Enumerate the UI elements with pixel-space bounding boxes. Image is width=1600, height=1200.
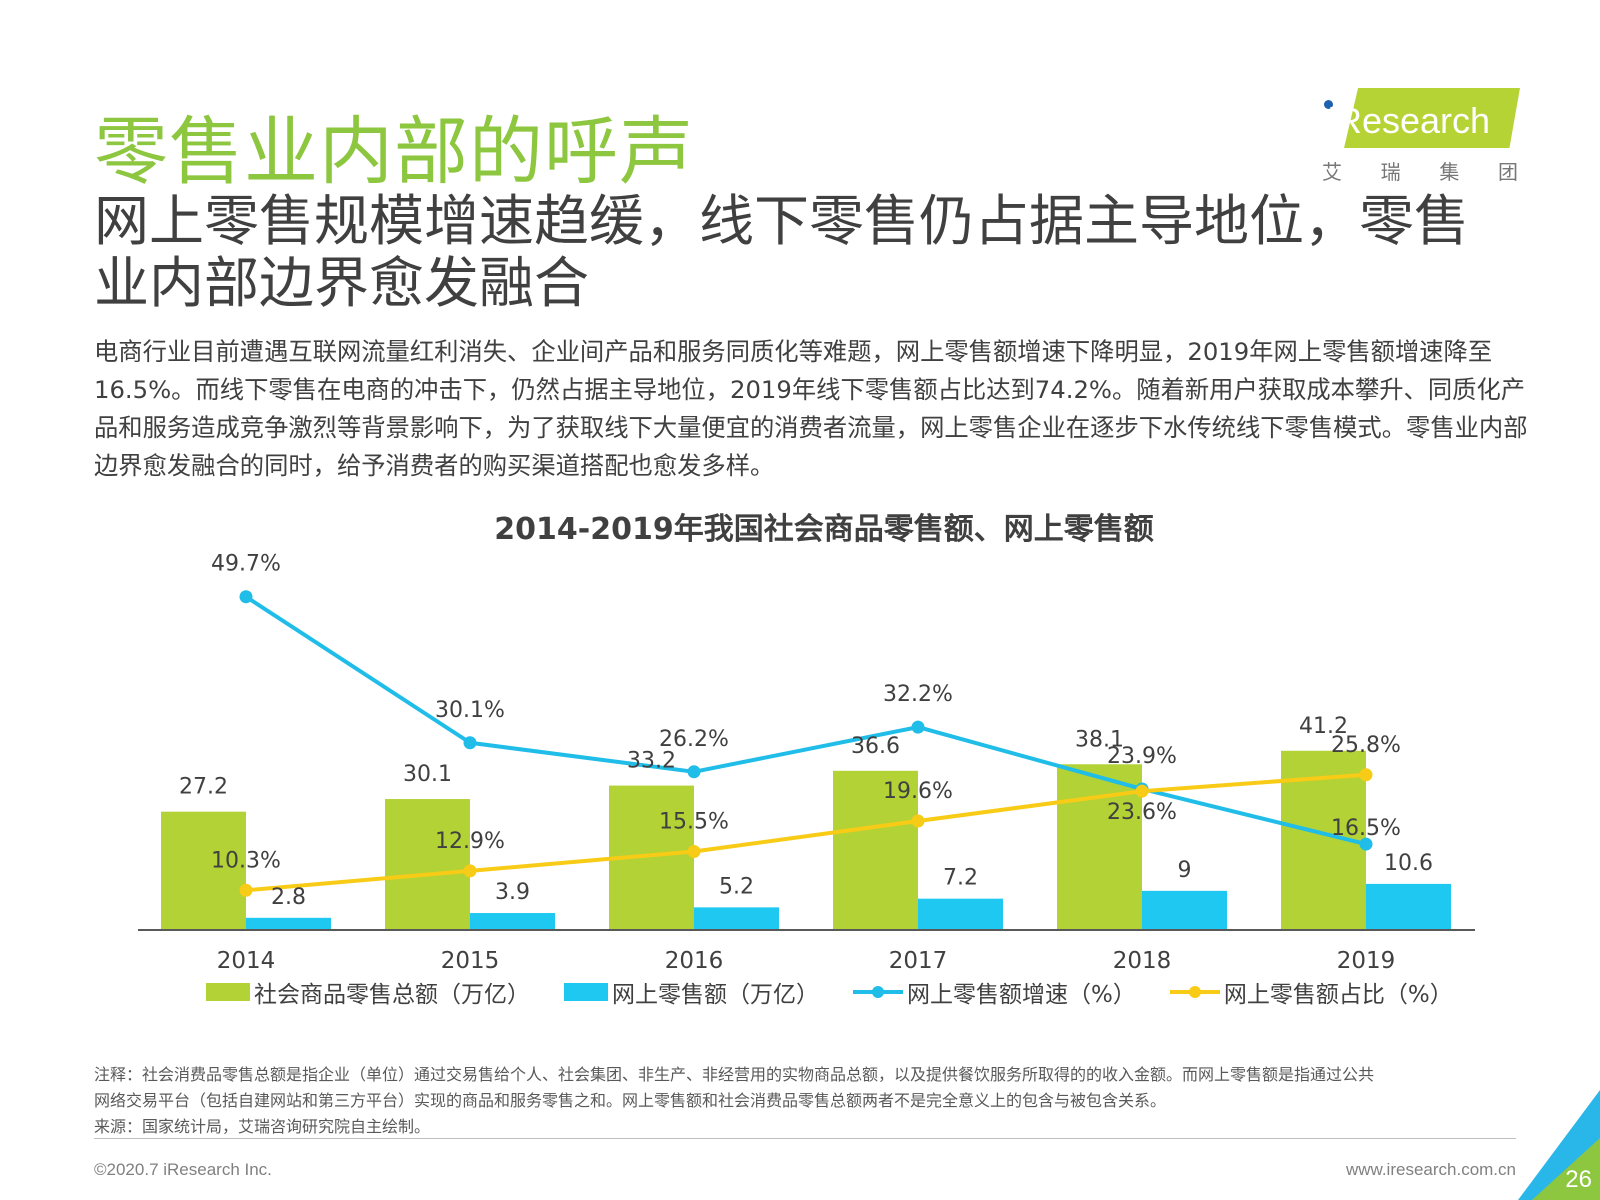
headline: 网上零售规模增速趋缓，线下零售仍占据主导地位，零售业内部边界愈发融合 <box>94 189 1470 315</box>
logo-wordmark: iResearch <box>1328 100 1491 141</box>
point-online-share <box>463 864 477 878</box>
x-tick-label: 2017 <box>889 948 948 970</box>
iresearch-logo: iResearch 艾 瑞 集 团 <box>1318 86 1520 188</box>
point-online-growth <box>687 765 701 779</box>
logo-subtitle: 艾 瑞 集 团 <box>1322 156 1518 185</box>
data-label-online-retail: 10.6 <box>1384 851 1433 876</box>
data-label-online-retail: 5.2 <box>719 874 754 899</box>
page-number: 26 <box>1565 1166 1592 1193</box>
bar-total-retail <box>833 770 918 930</box>
note-line: 注释：社会消费品零售总额是指企业（单位）通过交易售给个人、社会集团、非生产、非经… <box>94 1065 1375 1084</box>
data-label-online-growth: 26.2% <box>659 727 729 752</box>
point-online-share <box>1359 768 1373 782</box>
point-online-growth <box>911 720 925 734</box>
footer-divider <box>94 1138 1516 1139</box>
data-label-total-retail: 30.1 <box>403 762 452 787</box>
point-online-share <box>687 845 701 859</box>
point-online-share <box>911 814 925 828</box>
point-online-growth <box>463 736 477 750</box>
chart-note: 注释：社会消费品零售总额是指企业（单位）通过交易售给个人、社会集团、非生产、非经… <box>94 1062 1534 1140</box>
chart-legend: 社会商品零售总额（万亿） 网上零售额（万亿） 网上零售额增速（%） 网上零售额占… <box>206 975 1453 1009</box>
bar-total-retail <box>385 799 470 930</box>
logo-band <box>1344 88 1520 148</box>
x-tick-label: 2015 <box>441 948 500 970</box>
logo-sub-char: 集 <box>1439 160 1460 184</box>
legend-label: 网上零售额（万亿） <box>612 982 819 1008</box>
data-label-online-share: 15.5% <box>659 810 729 835</box>
data-label-online-retail: 2.8 <box>271 885 306 910</box>
data-label-online-share: 25.8% <box>1331 733 1401 758</box>
data-label-online-growth: 49.7% <box>211 552 281 577</box>
data-label-total-retail: 36.6 <box>851 734 900 759</box>
data-label-online-share: 10.3% <box>211 848 281 873</box>
source-line: 来源：国家统计局，艾瑞咨询研究院自主绘制。 <box>94 1117 431 1136</box>
legend-swatch-online-retail <box>564 983 608 1001</box>
legend-item-total-retail: 社会商品零售总额（万亿） <box>206 975 530 1009</box>
bar-total-retail <box>1057 764 1142 930</box>
x-tick-label: 2014 <box>217 948 276 970</box>
corner-green-shape <box>1532 1138 1600 1200</box>
legend-swatch-total-retail <box>206 983 250 1001</box>
x-tick-label: 2016 <box>665 948 724 970</box>
point-online-growth <box>239 590 253 604</box>
data-label-online-growth: 30.1% <box>435 698 505 723</box>
data-label-total-retail: 27.2 <box>179 775 228 800</box>
legend-label: 网上零售额增速（%） <box>907 982 1136 1008</box>
point-online-share <box>239 883 253 897</box>
bar-online-retail <box>470 913 555 930</box>
bar-online-retail <box>246 917 331 930</box>
bar-total-retail <box>161 811 246 930</box>
legend-item-online-retail: 网上零售额（万亿） <box>564 975 819 1009</box>
legend-item-online-growth: 网上零售额增速（%） <box>853 975 1136 1009</box>
copyright-text: ©2020.7 iResearch Inc. <box>94 1160 272 1179</box>
x-tick-label: 2019 <box>1337 948 1396 970</box>
point-online-share <box>1135 784 1149 798</box>
data-label-online-retail: 7.2 <box>943 866 978 891</box>
x-tick-label: 2018 <box>1113 948 1172 970</box>
data-label-online-share: 12.9% <box>435 829 505 854</box>
data-label-total-retail: 33.2 <box>627 749 676 774</box>
note-line: 网络交易平台（包括自建网站和第三方平台）实现的商品和服务零售之和。网上零售额和社… <box>94 1091 1167 1110</box>
data-label-online-share: 23.6% <box>1107 800 1177 825</box>
data-label-total-retail: 38.1 <box>1075 727 1124 752</box>
summary-paragraph: 电商行业目前遭遇互联网流量红利消失、企业间产品和服务同质化等难题，网上零售额增速… <box>94 337 1528 480</box>
corner-decoration <box>1518 1090 1600 1200</box>
data-label-online-share: 19.6% <box>883 779 953 804</box>
logo-sub-char: 瑞 <box>1380 160 1401 184</box>
bar-online-retail <box>694 907 779 930</box>
legend-item-online-share: 网上零售额占比（%） <box>1169 975 1453 1009</box>
bar-online-retail <box>1366 883 1451 930</box>
website-link[interactable]: www.iresearch.com.cn <box>1345 1160 1516 1179</box>
data-label-online-growth: 23.9% <box>1107 744 1177 769</box>
chart-title: 2014-2019年我国社会商品零售额、网上零售额 <box>494 512 1154 547</box>
line-online-growth <box>244 595 1367 847</box>
data-label-online-retail: 9 <box>1178 858 1192 883</box>
section-title: 零售业内部的呼声 <box>94 109 694 195</box>
legend-label: 社会商品零售总额（万亿） <box>254 982 530 1008</box>
logo-dot-icon <box>1324 100 1333 109</box>
legend-label: 网上零售额占比（%） <box>1223 982 1453 1008</box>
logo-sub-char: 艾 <box>1322 160 1342 184</box>
data-label-online-retail: 3.9 <box>495 880 530 905</box>
data-label-online-growth: 32.2% <box>883 682 953 707</box>
legend-swatch-online-share <box>1169 985 1220 999</box>
legend-swatch-online-growth <box>853 985 903 999</box>
data-label-online-growth: 16.5% <box>1331 816 1401 841</box>
bar-online-retail <box>918 898 1003 930</box>
bar-online-retail <box>1142 890 1227 930</box>
point-online-growth <box>1359 837 1373 851</box>
logo-sub-char: 团 <box>1497 160 1518 184</box>
line-online-share <box>245 772 1367 893</box>
data-label-total-retail: 41.2 <box>1299 714 1348 739</box>
retail-chart: 27.2 2.8 2014 30.1 3.9 2015 33.2 5.2 2016 36.6 7.2… <box>138 552 1475 970</box>
